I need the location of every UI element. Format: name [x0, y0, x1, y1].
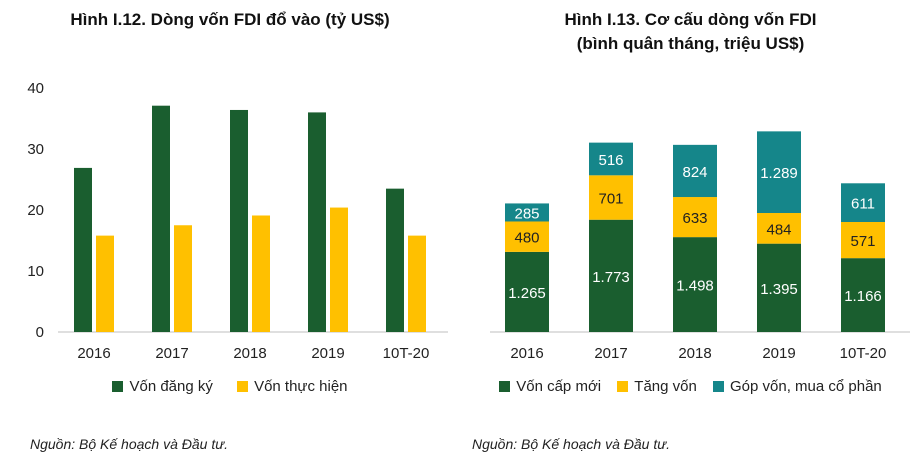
y-tick-label: 40 — [27, 80, 44, 97]
data-label-new-capital: 1.166 — [844, 288, 882, 305]
bar-segment-share-purchase-10T-20 — [841, 183, 885, 222]
x-tick-label: 2016 — [510, 345, 543, 362]
legend-swatch-disbursed — [237, 381, 249, 392]
legend-item-registered: Vốn đăng ký — [112, 378, 213, 395]
legend-swatch-added-capital — [617, 381, 629, 392]
bar-disbursed-2016 — [96, 235, 114, 332]
x-tick-label: 10T-20 — [383, 345, 430, 362]
data-label-new-capital: 1.395 — [760, 281, 798, 298]
legend-fdi-structure: Vốn cấp mới Tăng vốn Góp vốn, mua cổ phầ… — [460, 378, 921, 395]
bar-chart-fdi-inflow: 0 10 20 30 40 2016 2017 2018 2019 10T-20 — [27, 80, 448, 362]
legend-swatch-new-capital — [499, 381, 511, 392]
legend-label-registered: Vốn đăng ký — [129, 378, 213, 395]
chart-title-line2: (bình quân tháng, triệu US$) — [576, 34, 805, 53]
bar-segment-new-capital-2016 — [505, 251, 549, 332]
bar-segment-share-purchase-2018 — [673, 144, 717, 198]
x-tick-label: 2018 — [233, 345, 266, 362]
y-tick-label: 0 — [36, 324, 44, 341]
bar-segment-added-capital-2016 — [505, 221, 549, 252]
bar-segment-added-capital-2019 — [757, 212, 801, 244]
source-note-right: Nguồn: Bộ Kế hoạch và Đầu tư. — [472, 436, 670, 452]
bar-segment-share-purchase-2016 — [505, 203, 549, 222]
y-tick-label: 30 — [27, 141, 44, 158]
x-tick-label: 2018 — [678, 345, 711, 362]
legend-label-share-purchase: Góp vốn, mua cổ phần — [730, 378, 882, 395]
bar-disbursed-2017 — [174, 225, 192, 332]
legend-fdi-inflow: Vốn đăng ký Vốn thực hiện — [0, 378, 460, 395]
bar-registered-2017 — [152, 105, 170, 332]
data-label-new-capital: 1.265 — [508, 285, 546, 302]
data-label-share-purchase: 1.289 — [760, 165, 798, 182]
bar-disbursed-10T-20 — [408, 235, 426, 332]
bar-registered-10T-20 — [386, 188, 404, 332]
bar-segment-share-purchase-2019 — [757, 131, 801, 213]
chart-title-line1: Hình I.13. Cơ cấu dòng vốn FDI — [564, 10, 817, 29]
bar-disbursed-2018 — [252, 215, 270, 332]
bar-segment-new-capital-2018 — [673, 237, 717, 332]
bar-segment-new-capital-2017 — [589, 219, 633, 332]
x-tick-label: 2019 — [311, 345, 344, 362]
bar-disbursed-2019 — [330, 207, 348, 332]
source-note-left: Nguồn: Bộ Kế hoạch và Đầu tư. — [30, 436, 228, 452]
data-label-share-purchase: 285 — [514, 205, 539, 222]
x-tick-label: 2017 — [155, 345, 188, 362]
legend-item-new-capital: Vốn cấp mới — [499, 378, 601, 395]
chart-title-fdi-inflow: Hình I.12. Dòng vốn FDI đổ vào (tỷ US$) — [0, 8, 460, 32]
bar-registered-2018 — [230, 109, 248, 333]
bar-segment-added-capital-2018 — [673, 197, 717, 238]
x-tick-label: 2016 — [77, 345, 110, 362]
bar-segment-new-capital-10T-20 — [841, 258, 885, 332]
data-label-added-capital: 633 — [682, 210, 707, 227]
data-label-added-capital: 484 — [766, 221, 791, 238]
legend-swatch-share-purchase — [713, 381, 724, 392]
legend-item-share-purchase: Góp vốn, mua cổ phần — [713, 378, 882, 395]
data-label-added-capital: 480 — [514, 230, 539, 247]
y-tick-label: 10 — [27, 263, 44, 280]
stacked-bar-chart-fdi-structure: 1.265 480 285 2016 1.773 701 516 2017 1.498 633 82… — [490, 131, 910, 362]
data-label-new-capital: 1.498 — [676, 278, 714, 295]
chart-fdi-inflow: Hình I.12. Dòng vốn FDI đổ vào (tỷ US$) … — [0, 0, 460, 461]
legend-item-added-capital: Tăng vốn — [617, 378, 697, 395]
bar-segment-new-capital-2019 — [757, 243, 801, 332]
bar-registered-2019 — [308, 112, 326, 333]
chart-title-text: Hình I.12. Dòng vốn FDI đổ vào (tỷ US$) — [70, 10, 390, 29]
data-label-share-purchase: 516 — [598, 152, 623, 169]
bar-segment-added-capital-10T-20 — [841, 221, 885, 259]
legend-item-disbursed: Vốn thực hiện — [237, 378, 348, 395]
data-label-share-purchase: 824 — [682, 164, 707, 181]
data-label-new-capital: 1.773 — [592, 269, 630, 286]
bar-segment-added-capital-2017 — [589, 175, 633, 220]
y-tick-label: 20 — [27, 202, 44, 219]
x-tick-label: 2017 — [594, 345, 627, 362]
x-tick-label: 10T-20 — [840, 345, 887, 362]
data-label-share-purchase: 611 — [851, 196, 875, 213]
legend-label-new-capital: Vốn cấp mới — [516, 378, 602, 395]
chart-title-fdi-structure: Hình I.13. Cơ cấu dòng vốn FDI (bình quâ… — [460, 8, 921, 56]
data-label-added-capital: 701 — [598, 191, 623, 208]
legend-label-added-capital: Tăng vốn — [634, 378, 697, 395]
data-label-added-capital: 571 — [850, 233, 875, 250]
bar-registered-2016 — [74, 167, 92, 332]
legend-label-disbursed: Vốn thực hiện — [254, 378, 348, 395]
x-tick-label: 2019 — [762, 345, 795, 362]
legend-swatch-registered — [112, 381, 124, 392]
bar-segment-share-purchase-2017 — [589, 142, 633, 176]
chart-fdi-structure: Hình I.13. Cơ cấu dòng vốn FDI (bình quâ… — [460, 0, 921, 461]
